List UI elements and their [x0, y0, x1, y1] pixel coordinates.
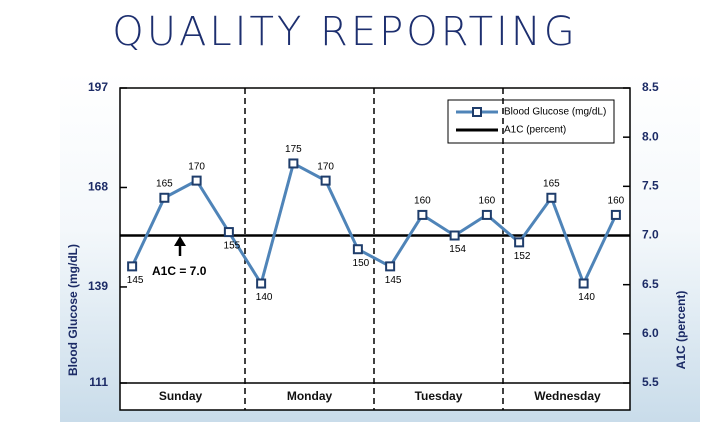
y2-tick-label: 7.0 [642, 228, 659, 242]
glucose-marker [127, 261, 138, 272]
y2-tick-label: 6.5 [642, 277, 659, 291]
glucose-marker [385, 261, 396, 272]
legend-marker [472, 107, 482, 117]
annotation: A1C = 7.0 [152, 264, 207, 278]
glucose-marker [610, 209, 621, 220]
data-label: 150 [353, 258, 370, 269]
glucose-marker [159, 192, 170, 203]
glucose-marker [320, 175, 331, 186]
data-label: 170 [188, 161, 205, 172]
data-label: 170 [317, 161, 334, 172]
glucose-marker [546, 192, 557, 203]
data-label: 140 [578, 292, 595, 303]
y-tick-label: 111 [89, 375, 108, 389]
y2-tick-label: 6.0 [642, 326, 659, 340]
glucose-marker [288, 158, 299, 169]
y2-tick-label: 8.5 [642, 80, 659, 94]
data-label: 155 [224, 241, 241, 252]
y2-tick-label: 7.5 [642, 179, 659, 193]
data-label: 165 [156, 178, 173, 189]
glucose-marker [352, 244, 363, 255]
y-axis-label: Blood Glucose (mg/dL) [66, 244, 80, 376]
glucose-marker [481, 209, 492, 220]
glucose-marker [449, 230, 460, 241]
annotation-arrowhead [174, 236, 186, 246]
data-label: 160 [608, 196, 625, 207]
data-label: 160 [479, 196, 496, 207]
y2-tick-label: 8.0 [642, 129, 659, 143]
x-category-label: Wednesday [534, 389, 601, 403]
glucose-marker [191, 175, 202, 186]
y2-tick-label: 5.5 [642, 375, 659, 389]
x-category-label: Tuesday [415, 389, 463, 403]
x-category-label: Sunday [159, 389, 203, 403]
glucose-marker [578, 278, 589, 289]
glucose-marker [417, 209, 428, 220]
x-category-label: Monday [287, 389, 333, 403]
data-label: 145 [127, 275, 144, 286]
legend-label: A1C (percent) [504, 125, 566, 136]
page-title: QUALITY REPORTING [112, 9, 578, 55]
data-label: 175 [285, 144, 302, 155]
glucose-line [130, 161, 618, 288]
y-tick-label: 168 [88, 180, 108, 194]
glucose-marker [223, 227, 234, 238]
data-label: 160 [414, 196, 431, 207]
data-label: 165 [543, 178, 560, 189]
y-tick-label: 139 [88, 279, 108, 293]
y2-axis-label: A1C (percent) [674, 291, 688, 370]
legend-label: Blood Glucose (mg/dL) [504, 107, 606, 118]
data-label: 145 [385, 275, 402, 286]
data-label: 154 [449, 244, 466, 255]
glucose-marker [514, 237, 525, 248]
glucose-marker [256, 278, 267, 289]
y-tick-label: 197 [88, 80, 108, 94]
data-label: 140 [256, 292, 273, 303]
data-label: 152 [514, 251, 531, 262]
